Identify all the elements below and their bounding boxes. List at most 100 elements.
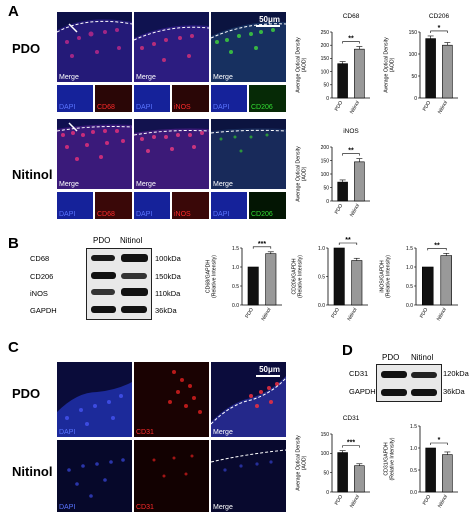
panel-letter-a: A	[8, 3, 19, 20]
significance-bracket	[427, 248, 447, 251]
y-tick-label: 0	[326, 490, 329, 496]
label-merge: Merge	[136, 74, 156, 81]
micrograph-pdo-inos: iNOS	[172, 85, 209, 112]
chart-title: CD31	[343, 415, 360, 422]
bar-nitinol	[354, 465, 365, 493]
scale-bar	[256, 25, 280, 27]
x-tick-label: Nitinol	[437, 100, 449, 115]
label-merge: Merge	[213, 429, 233, 436]
panel-letter-d: D	[342, 342, 353, 359]
wb-b-band-cd206-pdo	[91, 272, 116, 279]
significance-marker: *	[438, 25, 441, 32]
wb-d-kda-gapdh: 36kDa	[443, 387, 465, 396]
wb-b-col-nitinol: Nitinol	[120, 236, 143, 245]
label-dapi: DAPI	[59, 104, 76, 111]
y-tick-label: 0.5	[406, 284, 413, 290]
significance-bracket	[342, 445, 360, 448]
x-tick-label: PDO	[422, 494, 433, 506]
chart-a-cd68: CD68 Average Optical Density(AOD) 0 50 100 15…	[296, 13, 370, 115]
y-tick-label: 200	[321, 145, 330, 151]
wb-d-protein-cd31: CD31	[349, 369, 369, 378]
micrograph-c-pdo-cd31: CD31	[134, 362, 209, 437]
y-tick-label: 1.0	[232, 265, 239, 271]
bar-pdo	[425, 447, 436, 493]
label-merge: Merge	[59, 74, 79, 81]
bar-nitinol	[442, 44, 453, 99]
y-tick-label: 1.0	[318, 246, 325, 252]
y-axis-label: iNOS/GAPDH(Relative Intensity)	[380, 255, 392, 298]
bar-nitinol	[265, 253, 277, 306]
wb-b-protein-inos: iNOS	[30, 289, 48, 298]
panel-letter-b: B	[8, 235, 19, 252]
y-tick-label: 0.5	[318, 274, 325, 280]
significance-marker: ***	[347, 440, 355, 447]
wb-b-band-gapdh-nitinol	[121, 306, 147, 313]
bar-nitinol	[351, 260, 363, 306]
wb-d-band-cd31-pdo	[381, 371, 407, 378]
micrograph-nitinol-cd206: CD206	[249, 192, 286, 219]
label-dapi: DAPI	[136, 211, 153, 218]
label-dapi: DAPI	[213, 211, 230, 218]
y-tick-label: 50	[323, 185, 329, 191]
x-tick-label: PDO	[422, 100, 433, 112]
micrograph-nitinol-merge-cd206: Merge	[211, 119, 286, 189]
y-tick-label: 200	[321, 43, 330, 49]
x-tick-label: PDO	[334, 494, 345, 506]
bar-pdo	[247, 266, 259, 306]
wb-b-band-inos-nitinol	[121, 288, 148, 296]
significance-marker: ***	[258, 241, 266, 248]
y-tick-label: 50	[323, 470, 329, 476]
bar-pdo	[337, 63, 348, 99]
y-tick-label: 1.0	[410, 446, 417, 452]
micrograph-pdo-merge-inos: Merge	[134, 12, 209, 82]
wb-b-kda-gapdh: 36kDa	[155, 306, 177, 315]
y-tick-label: 100	[321, 69, 330, 75]
y-tick-label: 1.5	[232, 246, 239, 252]
wb-b-band-cd68-nitinol	[121, 254, 148, 262]
y-axis-label: CD31/GAPDH(Relative Intensity)	[384, 437, 396, 480]
wb-b-protein-gapdh: GAPDH	[30, 306, 57, 315]
label-cd206: CD206	[251, 211, 273, 218]
row-label-nitinol-a: Nitinol	[12, 167, 53, 182]
bar-nitinol	[354, 48, 365, 99]
micrograph-c-nitinol-dapi: DAPI	[57, 440, 132, 512]
scale-bar	[256, 375, 280, 377]
wb-b-kda-cd68: 100kDa	[155, 254, 181, 263]
label-merge: Merge	[213, 181, 233, 188]
micrograph-c-pdo-dapi: DAPI	[57, 362, 132, 437]
y-tick-label: 1.5	[406, 246, 413, 252]
panel-letter-c: C	[8, 339, 19, 356]
bar-nitinol	[442, 454, 453, 493]
label-cd206: CD206	[251, 104, 273, 111]
significance-marker: **	[348, 36, 354, 43]
bar-nitinol	[354, 161, 365, 202]
y-tick-label: 1.0	[406, 265, 413, 271]
label-cd31: CD31	[136, 429, 154, 436]
x-tick-label: PDO	[334, 203, 345, 215]
bar-pdo	[333, 247, 345, 306]
chart-d-cd31: CD31/GAPDH(Relative Intensity) 0.0 0.5 1.0 1…	[384, 424, 458, 509]
wb-b-band-cd206-nitinol	[121, 273, 147, 279]
significance-bracket	[430, 30, 448, 33]
y-tick-label: 50	[411, 74, 417, 80]
y-tick-label: 0	[326, 199, 329, 205]
y-tick-label: 150	[321, 432, 330, 438]
label-merge: Merge	[213, 74, 233, 81]
y-tick-label: 0.0	[410, 490, 417, 496]
bar-nitinol	[440, 255, 452, 306]
x-tick-label: PDO	[334, 100, 345, 112]
micrograph-pdo-cd206: CD206	[249, 85, 286, 112]
label-dapi: DAPI	[59, 504, 76, 511]
chart-b-cd68: CD68/GAPDH(Relative Intensity) 0.0 0.5 1.0 1…	[206, 241, 282, 322]
y-tick-label: 100	[321, 172, 330, 178]
y-tick-label: 0.0	[232, 303, 239, 309]
wb-d-band-gapdh-pdo	[381, 389, 407, 396]
y-axis-label: CD68/GAPDH(Relative Intensity)	[206, 255, 218, 298]
x-tick-label: Nitinol	[346, 307, 358, 322]
y-tick-label: 0.5	[410, 468, 417, 474]
label-dapi: DAPI	[59, 211, 76, 218]
label-inos: iNOS	[174, 211, 191, 218]
micrograph-nitinol-dapi-2: DAPI	[134, 192, 170, 219]
x-tick-label: Nitinol	[436, 307, 448, 322]
y-tick-label: 0.0	[318, 303, 325, 309]
